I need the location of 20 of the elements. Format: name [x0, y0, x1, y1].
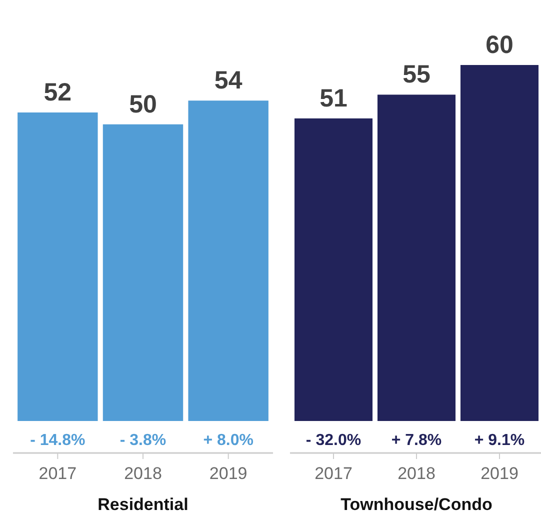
x-tick-label: 2019: [209, 464, 248, 483]
x-axis-title: Townhouse/Condo: [340, 495, 492, 514]
text: + 9.1%: [474, 432, 525, 449]
data-label: 52: [44, 78, 72, 106]
data-label: 54: [214, 66, 242, 95]
x-tick-label: 2017: [314, 464, 352, 483]
data-label: 60: [486, 31, 514, 59]
x-tick-label: 2018: [124, 464, 162, 483]
data-label: 51: [320, 84, 348, 112]
text: - 3.8%: [120, 432, 166, 449]
x-tick-label: 2017: [38, 464, 77, 483]
text: + 8.0%: [203, 432, 254, 449]
x-tick-label: 2019: [480, 464, 518, 483]
text: - 32.0%: [306, 432, 362, 449]
text: + 7.8%: [391, 432, 442, 449]
x-tick-label: 2018: [398, 464, 436, 483]
data-label: 50: [129, 90, 157, 118]
x-axis-title: Residential: [98, 495, 188, 514]
data-label: 55: [402, 60, 430, 89]
text: - 14.8%: [30, 432, 86, 449]
